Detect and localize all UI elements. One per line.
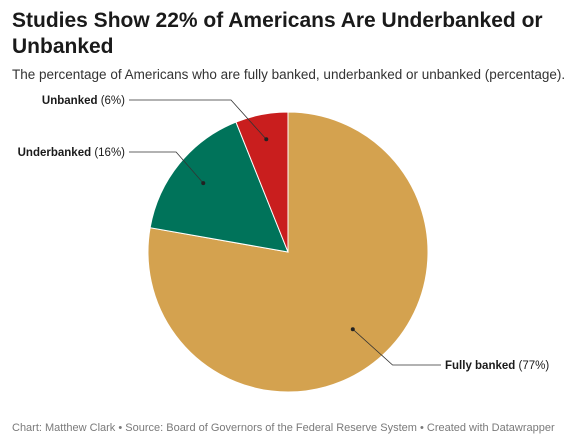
leader-line-fully-banked (352, 328, 441, 366)
pie-slice-underbanked (149, 121, 289, 253)
leader-dot-underbanked (201, 181, 206, 186)
chart-subtitle: The percentage of Americans who are full… (12, 67, 566, 82)
leader-dot-fully-banked (350, 327, 355, 332)
leader-line-unbanked (129, 99, 267, 140)
slice-label-fully-banked: Fully banked (77%) (445, 360, 549, 372)
chart-footer: Chart: Matthew Clark • Source: Board of … (12, 422, 555, 434)
leader-dot-unbanked (264, 137, 269, 142)
slice-label-unbanked: Unbanked (6%) (42, 95, 125, 107)
slice-label-underbanked: Underbanked (16%) (18, 147, 126, 159)
chart-title: Studies Show 22% of Americans Are Underb… (12, 9, 543, 58)
leader-line-underbanked (129, 151, 204, 184)
pie-slice-unbanked (235, 111, 289, 253)
